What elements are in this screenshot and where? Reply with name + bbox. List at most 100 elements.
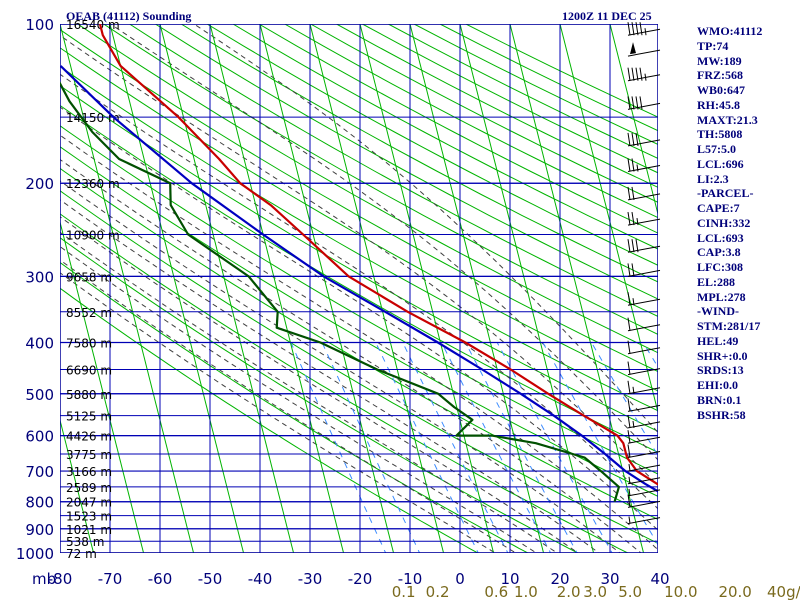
moist-adiabat — [60, 34, 658, 487]
wind-barb-staff — [627, 245, 661, 253]
wind-barb-staff — [627, 218, 661, 226]
isotherm — [60, 220, 145, 553]
dry-adiabat — [60, 65, 658, 412]
wind-barb — [627, 414, 661, 429]
wind-barb-flag — [639, 67, 643, 81]
mixing-ratio-label: 5.0 — [618, 583, 642, 600]
isotherm — [760, 24, 800, 566]
wind-barb-staff — [627, 436, 661, 444]
stat-item: LCL:693 — [697, 230, 744, 245]
sounding-indices-panel: WMO:41112 TP:74 MW:189 FRZ:568 WB0:647 RH:45.… — [697, 24, 762, 422]
wind-barb-staff — [627, 404, 661, 412]
wind-barb-flag — [627, 398, 631, 412]
isotherm — [60, 418, 95, 553]
stat-item: L57:5.0 — [697, 142, 736, 156]
temperature-tick-label: 20 — [550, 570, 569, 588]
mixing-ratio-label: 20.0 — [718, 583, 751, 600]
temperature-tick-label: 0 — [455, 570, 465, 588]
plot-frame — [60, 24, 658, 553]
height-label: 3775 m — [66, 448, 112, 462]
stat-item: -WIND- — [697, 304, 739, 319]
isotherm — [109, 24, 245, 553]
height-label: 2589 m — [66, 481, 112, 495]
temperature-tick-label: 10 — [500, 570, 519, 588]
wind-barb-half-flag — [632, 420, 635, 428]
height-label: 10900 m — [66, 229, 120, 243]
dry-adiabat — [60, 29, 658, 373]
dry-adiabat — [60, 104, 658, 453]
height-label: 8552 m — [66, 306, 112, 320]
stat-item: CINH:332 — [697, 215, 751, 230]
wind-barb-staff — [627, 368, 661, 376]
wind-barb-flag — [627, 96, 631, 110]
height-label: 9658 m — [66, 270, 112, 284]
pressure-tick-label: 500 — [25, 386, 54, 404]
wind-barb — [627, 239, 661, 253]
wind-barb-flag — [635, 96, 639, 110]
wind-barb-staff — [627, 477, 661, 485]
stat-item: BRN:0.1 — [697, 392, 742, 407]
temperature-profile — [98, 24, 658, 486]
wind-barb-staff — [627, 489, 661, 497]
stat-item: STM:281/17 — [697, 319, 761, 333]
temperature-tick-label: -20 — [348, 570, 373, 588]
wind-barb — [627, 380, 661, 395]
pressure-tick-label: 900 — [25, 521, 54, 539]
wind-barb-flag — [635, 239, 639, 253]
stat-item: -PARCEL- — [697, 186, 754, 201]
wind-barb — [627, 158, 661, 172]
height-label: 72 m — [66, 547, 97, 561]
isotherm — [209, 24, 345, 553]
isotherm — [259, 24, 395, 553]
isotherm — [609, 24, 658, 217]
wind-barb — [627, 186, 661, 201]
stat-item: SHR+:0.0 — [697, 348, 748, 363]
stat-item: EHI:0.0 — [697, 378, 739, 392]
wind-barb-staff — [627, 298, 661, 306]
wind-barb-flag — [627, 22, 631, 36]
wind-barb-staff — [627, 451, 661, 458]
wind-barb-staff — [627, 387, 661, 395]
wind-barb-flag — [627, 158, 631, 172]
height-label: 16540 m — [66, 18, 120, 32]
wind-barb — [627, 22, 661, 36]
mixing-ratio-label: 1.0 — [514, 583, 538, 600]
wind-barb-flag — [627, 444, 631, 458]
wind-barb-flag — [631, 212, 635, 226]
temperature-tick-label: -60 — [148, 570, 173, 588]
height-label: 5880 m — [66, 388, 112, 402]
wind-barb-flag — [627, 494, 631, 508]
stat-item: TH:5808 — [697, 127, 743, 142]
moist-adiabat — [193, 24, 658, 434]
temperature-tick-label: -80 — [48, 570, 73, 588]
wind-barb-flag — [631, 132, 635, 146]
wind-barb-flag — [631, 67, 635, 81]
pressure-tick-label: 1000 — [16, 545, 54, 563]
wind-barb-flag — [627, 132, 631, 146]
dry-adiabat — [206, 24, 658, 266]
isotherm — [359, 24, 495, 553]
dry-adiabat — [60, 167, 658, 520]
parcel-profile — [60, 65, 658, 493]
dry-adiabat — [77, 24, 658, 354]
wind-barb-half-flag — [644, 28, 647, 36]
mixing-ratio-line — [591, 342, 658, 457]
wind-barb-staff — [627, 347, 661, 355]
wind-barb — [627, 132, 661, 147]
height-label: 538 m — [66, 535, 104, 549]
wind-barb-flag — [627, 212, 631, 226]
stat-item: HEL:49 — [697, 333, 739, 348]
wind-barb-half-flag — [628, 488, 631, 496]
dry-adiabat — [232, 24, 658, 250]
wind-barb-half-flag — [628, 464, 631, 472]
isotherm — [0, 24, 47, 566]
wind-barb-flag — [627, 263, 631, 277]
wind-barb-flag — [627, 414, 631, 428]
wind-barb — [627, 67, 661, 82]
pressure-tick-label: 100 — [25, 16, 54, 34]
isotherm — [60, 24, 195, 553]
wind-barb-staff — [627, 49, 661, 57]
mixing-ratio-label: 10.0 — [664, 583, 697, 600]
stat-item: CAPE:7 — [697, 201, 740, 215]
